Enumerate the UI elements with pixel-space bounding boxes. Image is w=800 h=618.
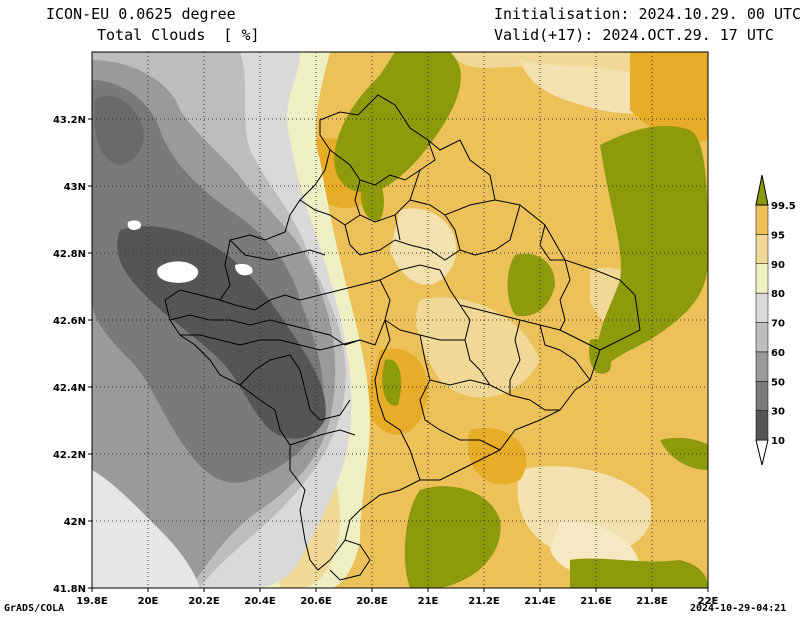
colorbar-label: 99.5 (771, 201, 796, 212)
colorbar-label: 80 (771, 289, 785, 300)
y-tick-label: 42.4N (53, 383, 86, 394)
init-time: Initialisation: 2024.10.29. 00 UTC (494, 5, 800, 23)
x-tick-label: 21.4E (524, 596, 556, 607)
y-tick-label: 42.2N (53, 450, 86, 461)
y-axis-ticks: 41.8N 42N 42.2N 42.4N 42.6N 42.8N 43N 43.2N (53, 115, 92, 595)
colorbar-label: 50 (771, 377, 785, 388)
x-tick-label: 19.8E (76, 596, 108, 607)
x-tick-label: 20.4E (244, 596, 276, 607)
colorbar-box (755, 234, 769, 264)
colorbar-max-triangle (755, 174, 769, 206)
gridlines (92, 52, 708, 588)
valid-time: Valid(+17): 2024.OCT.29. 17 UTC (494, 26, 774, 44)
colorbar-box (755, 204, 769, 235)
colorbar-box (755, 410, 769, 441)
colorbar-box (755, 351, 769, 382)
x-tick-label: 21.2E (468, 596, 500, 607)
colorbar-label: 70 (771, 319, 785, 330)
x-tick-label: 22E (698, 596, 719, 607)
y-tick-label: 42.8N (53, 249, 86, 260)
x-tick-label: 20E (138, 596, 159, 607)
colorbar-min-triangle (755, 439, 769, 466)
colorbar-label: 30 (771, 407, 785, 418)
variable-title: Total Clouds [ %] (97, 26, 260, 44)
x-tick-label: 21.8E (636, 596, 668, 607)
x-tick-label: 20.8E (356, 596, 388, 607)
y-tick-label: 42.6N (53, 316, 86, 327)
x-axis-ticks: 19.8E 20E 20.2E 20.4E 20.6E 20.8E 21E 21.2E 21.4… (76, 588, 719, 607)
y-tick-label: 43N (64, 182, 86, 193)
colorbar-label: 60 (771, 348, 785, 359)
y-tick-label: 43.2N (53, 115, 86, 126)
model-title: ICON-EU 0.0625 degree (46, 5, 236, 23)
colorbar-label: 95 (771, 230, 785, 241)
colorbar-box (755, 322, 769, 353)
colorbar: 10 30 50 60 70 80 90 95 99.5 (755, 174, 796, 466)
colorbar-box (755, 263, 769, 294)
admin-borders (164, 94, 641, 581)
colorbar-box (755, 292, 769, 323)
colorbar-label: 90 (771, 260, 785, 271)
render-timestamp: 2024-10-29-04:21 (690, 603, 787, 614)
x-tick-label: 20.2E (188, 596, 220, 607)
software-credit: GrADS/COLA (4, 603, 65, 614)
x-tick-label: 20.6E (300, 596, 332, 607)
y-tick-label: 41.8N (53, 584, 86, 595)
x-tick-label: 21.6E (580, 596, 612, 607)
y-tick-label: 42N (64, 517, 86, 528)
colorbar-label: 10 (771, 436, 785, 447)
colorbar-box (755, 381, 769, 411)
x-tick-label: 21E (418, 596, 439, 607)
